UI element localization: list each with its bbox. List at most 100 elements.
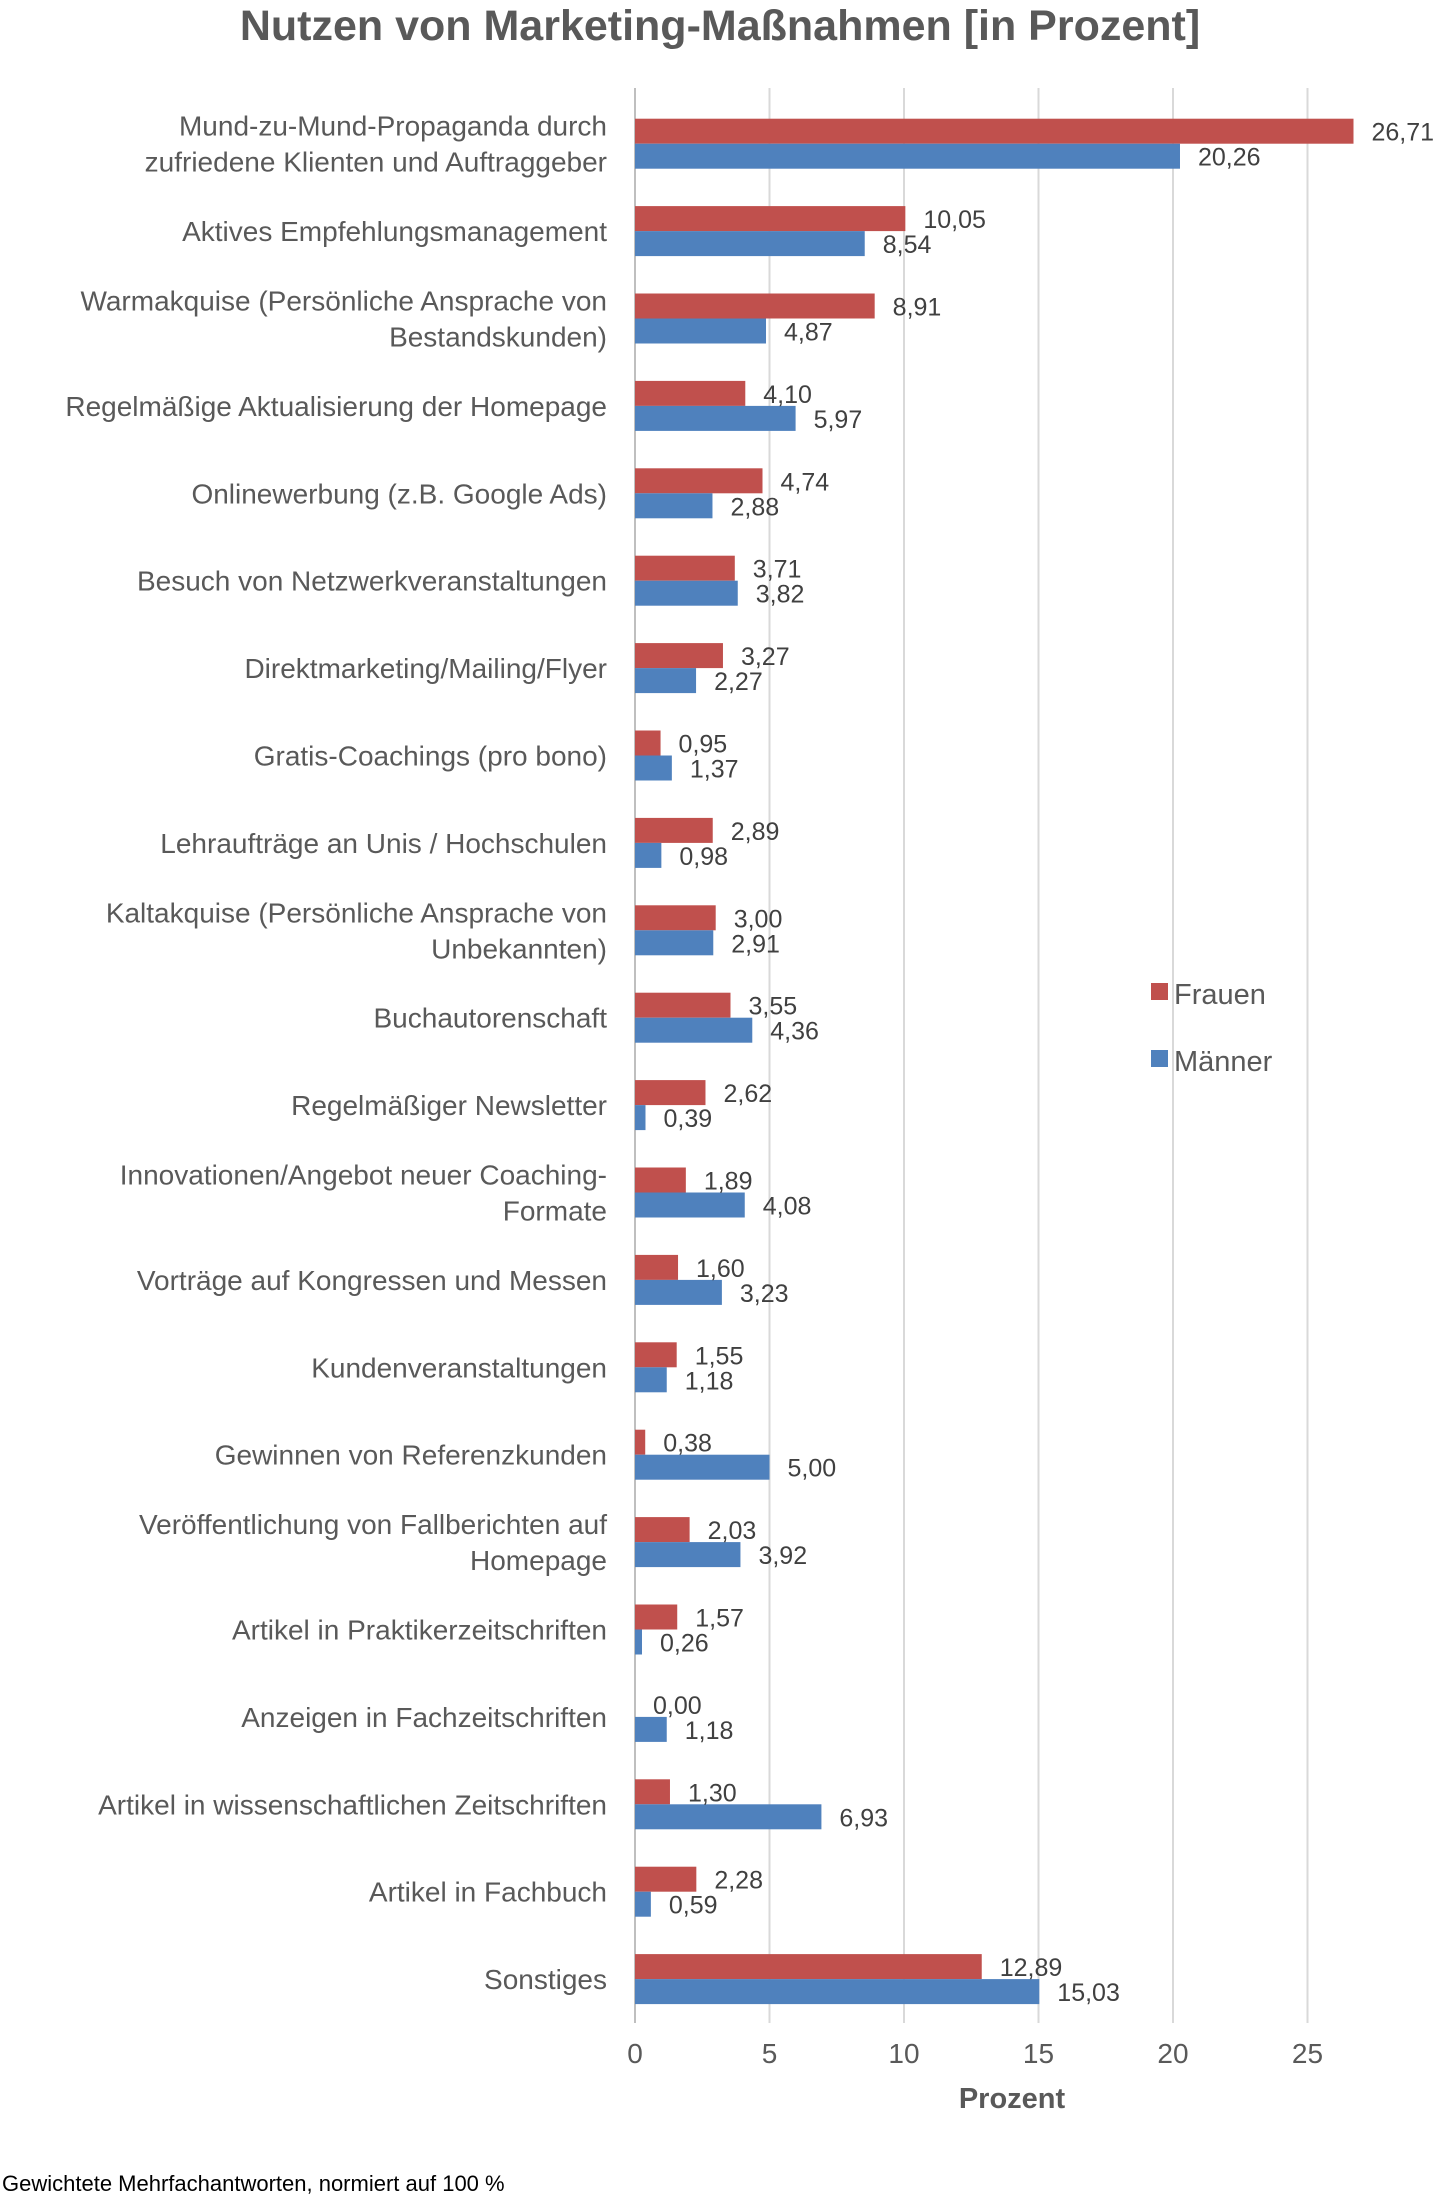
data-label-frauen: 1,89 [704,1168,753,1196]
bar-männer [635,1716,667,1742]
bar-frauen [635,1604,678,1630]
x-axis-title: Prozent [959,2083,1066,2115]
bar-männer [635,1629,642,1655]
bar-frauen [635,1954,982,1980]
data-label-männer: 0,26 [660,1630,709,1658]
bar-männer [635,668,697,694]
category-label: Regelmäßiger Newsletter [291,1090,607,1121]
category-label: Anzeigen in Fachzeitschriften [241,1702,607,1733]
category-label: Kaltakquise (Persönliche Ansprache von Un… [106,897,607,964]
bar-männer [635,318,767,344]
bar-männer [635,1804,822,1830]
bar-männer [635,1542,741,1568]
category-label: Kundenveranstaltungen [311,1352,607,1383]
data-label-männer: 2,88 [730,493,779,521]
data-label-männer: 6,93 [839,1804,888,1832]
data-label-frauen: 1,30 [688,1779,737,1807]
bar-frauen [635,555,735,581]
bar-männer [635,930,714,956]
bar-männer [635,1979,1040,2005]
bar-frauen [635,118,1354,144]
data-label-frauen: 1,55 [695,1342,744,1370]
bar-frauen [635,380,746,406]
data-label-frauen: 2,62 [723,1080,772,1108]
category-label: Veröffentlichung von Fallberichten auf Ho… [139,1509,607,1576]
data-label-männer: 4,36 [770,1018,819,1046]
data-label-männer: 2,27 [714,668,763,696]
bar-männer [635,1454,770,1480]
bar-frauen [635,1080,706,1106]
data-label-frauen: 2,89 [731,818,780,846]
category-label: Buchautorenschaft [374,1003,608,1034]
x-tick-label: 10 [888,2038,919,2069]
bar-männer [635,1279,722,1305]
category-label: Sonstiges [484,1964,607,1995]
bar-frauen [635,730,661,756]
bar-frauen [635,1517,690,1543]
bar-männer [635,1105,646,1131]
data-label-frauen: 26,71 [1371,119,1434,147]
bar-frauen [635,1866,697,1892]
chart-title: Nutzen von Marketing-Maßnahmen [in Proze… [239,2,1201,50]
bars [635,118,1354,2005]
bar-männer [635,1192,745,1218]
footnote: Gewichtete Mehrfachantworten, normiert a… [2,2171,505,2196]
bar-frauen [635,992,731,1018]
bar-frauen [635,817,713,843]
bar-frauen [635,1779,670,1805]
data-label-männer: 3,23 [740,1280,789,1308]
x-tick-label: 15 [1023,2038,1054,2069]
data-label-frauen: 4,10 [763,381,812,409]
category-label: Warmakquise (Persönliche Ansprache von Be… [80,286,607,353]
data-label-männer: 5,97 [814,406,863,434]
data-label-frauen: 8,91 [893,294,942,322]
bar-männer [635,231,865,257]
data-label-frauen: 3,00 [734,905,783,933]
x-tick-label: 5 [762,2038,778,2069]
data-label-frauen: 1,60 [696,1255,745,1283]
data-label-männer: 3,92 [758,1542,807,1570]
data-label-männer: 2,91 [731,930,780,958]
legend: Frauen Männer [1151,979,1273,1078]
category-label: Mund-zu-Mund-Propaganda durch zufriedene … [145,111,607,178]
data-label-frauen: 3,27 [741,643,790,671]
data-label-frauen: 0,95 [679,731,728,759]
data-label-männer: 4,87 [784,319,833,347]
bar-männer [635,405,796,431]
data-label-frauen: 3,71 [753,556,802,584]
category-label: Innovationen/Angebot neuer Coaching-Form… [120,1160,607,1227]
data-label-frauen: 2,28 [714,1867,763,1895]
data-labels: 26,7120,2610,058,548,914,874,105,974,742… [653,119,1434,2007]
bar-frauen [635,468,763,494]
data-label-männer: 0,98 [679,843,728,871]
category-label: Artikel in Fachbuch [369,1877,607,1908]
data-label-frauen: 0,00 [653,1692,702,1720]
bar-männer [635,1891,651,1917]
bar-männer [635,1017,753,1043]
legend-label-männer: Männer [1174,1046,1273,1078]
category-label: Artikel in Praktikerzeitschriften [232,1615,607,1646]
data-label-männer: 1,18 [685,1367,734,1395]
category-labels: Mund-zu-Mund-Propaganda durch zufriedene … [65,111,607,1995]
bar-frauen [635,905,716,931]
data-label-frauen: 1,57 [695,1605,744,1633]
data-label-männer: 0,39 [663,1105,712,1133]
legend-label-frauen: Frauen [1174,979,1266,1011]
bar-frauen [635,1254,679,1280]
category-label: Gratis-Coachings (pro bono) [254,741,607,772]
data-label-männer: 1,37 [690,756,739,784]
data-label-männer: 5,00 [788,1455,837,1483]
bar-männer [635,1367,667,1393]
data-label-frauen: 10,05 [923,206,986,234]
x-tick-label: 20 [1157,2038,1188,2069]
category-label: Besuch von Netzwerkveranstaltungen [137,566,607,597]
bar-frauen [635,293,875,319]
data-label-frauen: 3,55 [748,993,797,1021]
data-label-frauen: 4,74 [781,468,830,496]
x-tick-label: 0 [627,2038,643,2069]
category-label: Artikel in wissenschaftlichen Zeitschrif… [98,1789,607,1820]
data-label-männer: 4,08 [763,1193,812,1221]
category-label: Lehraufträge an Unis / Hochschulen [160,828,607,859]
category-label: Gewinnen von Referenzkunden [215,1440,607,1471]
